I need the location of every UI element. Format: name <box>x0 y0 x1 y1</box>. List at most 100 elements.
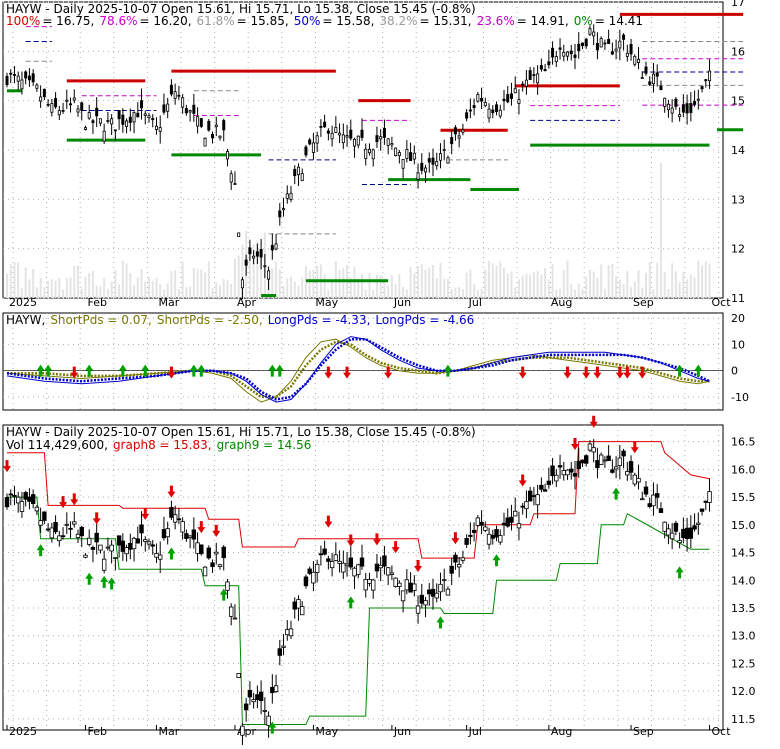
p3-candle-body <box>554 474 559 482</box>
p1-volume-bar <box>536 270 539 298</box>
p3-candle-body <box>625 471 630 476</box>
p1-candle-body <box>304 146 308 156</box>
p3-candle-body <box>643 486 649 495</box>
p1-candle-body <box>465 112 469 119</box>
p1-volume-bar <box>480 288 483 298</box>
p1-candle-body <box>20 79 24 90</box>
p1-volume-bar <box>256 241 259 298</box>
p1-candle-body <box>558 47 562 50</box>
p3-candle-body <box>42 511 47 521</box>
p1-volume-bar <box>230 283 233 298</box>
p1-volume-bar <box>559 288 562 298</box>
p1-candle-body <box>644 66 648 74</box>
p2-arrow-up <box>268 364 277 377</box>
p1-candle-body <box>360 129 364 138</box>
p3-x-tick-label: Sep <box>633 725 654 738</box>
p1-candle-body <box>382 127 386 138</box>
p1-candle-body <box>435 161 439 167</box>
p2-arrow-down <box>324 366 333 379</box>
p1-candle-body <box>270 244 274 251</box>
p1-candle-body <box>166 103 170 112</box>
p1-candle-body <box>487 108 491 119</box>
p1-candle-body <box>416 172 420 180</box>
p1-candle-body <box>177 94 181 97</box>
p1-volume-bar <box>65 278 68 298</box>
p1-candle-body <box>539 65 543 70</box>
p1-volume-bar <box>219 285 221 298</box>
p1-candle-body <box>181 97 185 108</box>
p1-volume-bar <box>28 279 31 298</box>
p1-volume-bar <box>708 263 711 298</box>
p3-candle-body <box>326 558 331 562</box>
p1-candle-body <box>566 51 570 57</box>
p1-volume-bar <box>555 289 558 298</box>
p1-candle-body <box>76 108 80 113</box>
p1-candle-body <box>237 232 241 237</box>
p3-candle-body <box>415 605 421 614</box>
p3-candle-body <box>692 525 697 530</box>
p1-candle-body <box>154 125 158 130</box>
p1-volume-bar <box>581 288 584 298</box>
p1-candle-body <box>551 47 555 58</box>
p1-volume-bar <box>125 263 128 298</box>
p2-arrow-down <box>582 366 591 379</box>
p1-candle-body <box>405 149 409 159</box>
p2-arrow-up <box>118 364 127 377</box>
p3-candle-body <box>23 492 28 500</box>
p1-candle-body <box>670 107 674 114</box>
p1-volume-bar <box>248 255 251 298</box>
p1-candle-body <box>468 109 472 112</box>
p1-candle-body <box>696 98 700 101</box>
p2-arrow-down <box>384 366 393 379</box>
p1-candle-body <box>480 98 484 102</box>
p1-candle-body <box>143 113 147 116</box>
p1-volume-bar <box>570 283 573 298</box>
p2-series-line <box>6 338 710 403</box>
p2-arrow-up <box>141 364 150 377</box>
p3-candle-body <box>385 567 391 576</box>
p1-volume-bar <box>80 288 83 298</box>
p1-candle-body <box>427 158 431 163</box>
p1-fib-value-label: = 15.85, <box>237 14 289 28</box>
p1-candle-body <box>207 120 211 131</box>
p1-volume-bar <box>222 279 225 298</box>
p3-candle-body <box>266 715 271 726</box>
p1-volume-bar <box>510 271 513 298</box>
p1-candle-body <box>442 149 446 151</box>
p1-candle-body <box>394 147 398 156</box>
p1-candle-body <box>693 101 697 105</box>
p3-candle-body <box>587 443 593 451</box>
p1-candle-body <box>229 173 233 183</box>
p2-arrow-down <box>623 366 632 379</box>
p1-volume-bar <box>129 273 132 298</box>
p3-candle-body <box>524 501 529 510</box>
p3-candle-body <box>460 557 466 561</box>
p3-candle-body <box>640 498 645 501</box>
p1-title: HAYW - Daily 2025-10-07 Open 15.61, Hi 1… <box>6 2 476 16</box>
p1-volume-bar <box>488 260 491 298</box>
p1-fib-value-label: = 14.91, <box>517 14 569 28</box>
p3-candle-body <box>442 579 447 582</box>
p2-arrow-up <box>694 364 703 377</box>
p3-candle-body <box>572 473 578 477</box>
p1-volume-bar <box>626 270 629 298</box>
p1-volume-bar <box>428 267 431 298</box>
p3-candle-body <box>486 533 492 545</box>
p3-arrow-up <box>167 547 176 560</box>
p3-x-tick-label: 2025 <box>9 725 37 738</box>
p1-volume-bar <box>286 278 289 298</box>
p1-volume-bar <box>204 272 207 298</box>
p1-volume-bar <box>645 273 647 298</box>
p1-candle-body <box>666 103 670 111</box>
p1-candle-body <box>95 107 99 117</box>
p3-candle-body <box>273 685 279 692</box>
p3-candle-body <box>468 534 473 537</box>
p3-candle-body <box>116 535 122 546</box>
p1-candle-body <box>498 109 502 117</box>
p1-volume-bar <box>110 281 113 298</box>
p1-volume-bar <box>54 280 57 298</box>
p3-candle-body <box>225 581 230 591</box>
p2-arrow-up <box>197 364 206 377</box>
p1-candle-body <box>9 72 13 75</box>
p3-candle-body <box>471 529 477 533</box>
